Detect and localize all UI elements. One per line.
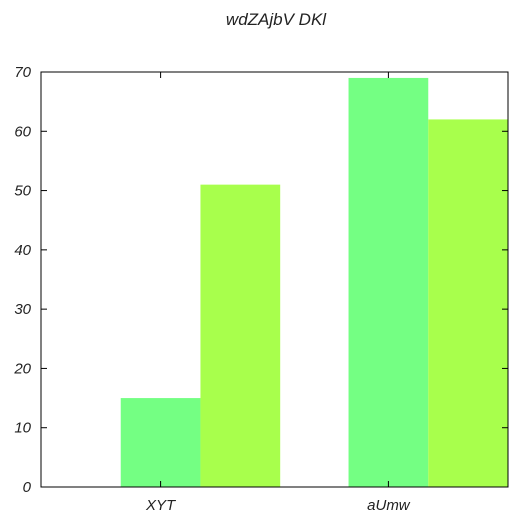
chart-title: wdZAjbV DKl <box>226 10 327 29</box>
x-tick-label: XYT <box>145 497 177 514</box>
y-tick-label: 50 <box>14 183 31 200</box>
y-tick-label: 60 <box>14 123 31 140</box>
y-tick-label: 70 <box>14 64 31 81</box>
y-tick-label: 20 <box>13 360 31 377</box>
y-tick-label: 0 <box>23 479 32 496</box>
plot-area-frame <box>40 71 509 488</box>
x-tick-label: aUmw <box>367 497 411 514</box>
y-tick-label: 40 <box>14 242 31 259</box>
y-axis: 0 10 20 30 40 50 60 70 <box>13 64 508 496</box>
y-tick-label: 30 <box>14 301 31 318</box>
bar-aumw-2 <box>428 119 508 487</box>
bars-layer <box>120 77 508 487</box>
bar-xyt-1 <box>120 398 201 487</box>
x-axis: XYT aUmw <box>145 72 411 514</box>
y-tick-label: 10 <box>14 420 31 437</box>
bar-xyt-2 <box>200 184 281 487</box>
bar-aumw-1 <box>348 77 429 487</box>
